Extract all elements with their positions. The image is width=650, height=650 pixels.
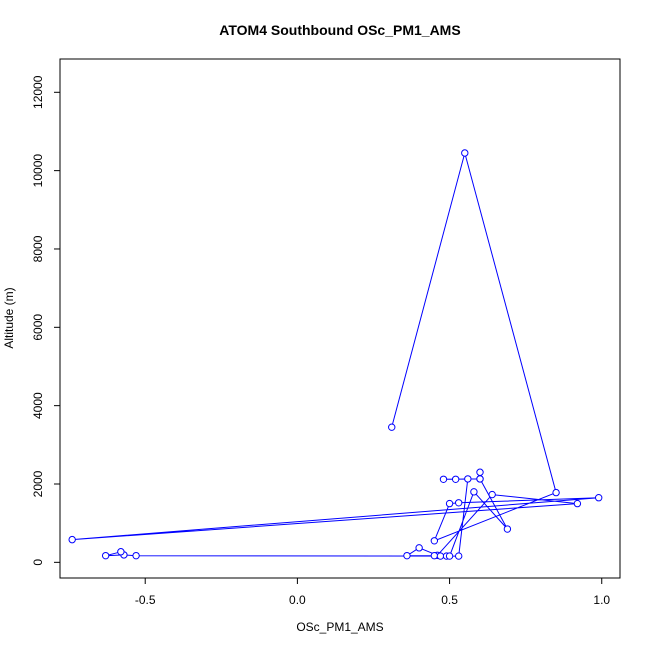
data-point (445, 552, 454, 560)
data-point (454, 552, 463, 560)
data-point (464, 475, 472, 483)
data-point (388, 423, 396, 431)
data-point (132, 551, 140, 560)
data-point (476, 468, 484, 476)
data-point (436, 552, 445, 560)
x-tick-label: 1.0 (593, 593, 610, 607)
data-point (488, 490, 496, 499)
data-point (552, 488, 560, 497)
data-point (594, 494, 603, 502)
data-point (68, 535, 76, 544)
plot-frame (59, 58, 621, 579)
data-point (430, 551, 439, 560)
y-axis: 0 2000 4000 6000 8000 10000 12000 (31, 75, 60, 566)
data-point (430, 537, 439, 545)
y-tick-label: 4000 (31, 392, 45, 419)
series-layer (68, 149, 603, 560)
x-axis-label: OSc_PM1_AMS (296, 620, 383, 634)
data-point (470, 488, 478, 496)
data-point (573, 499, 582, 508)
x-tick-label: -0.5 (135, 593, 156, 607)
data-point (476, 475, 484, 483)
data-point (117, 548, 125, 556)
data-point (503, 525, 512, 533)
x-tick-label: 0.0 (289, 593, 306, 607)
data-point (415, 544, 423, 552)
y-tick-label: 10000 (31, 154, 45, 188)
y-tick-label: 12000 (31, 75, 45, 109)
data-point (101, 551, 110, 560)
data-point (461, 149, 469, 157)
data-point (445, 499, 454, 508)
y-tick-label: 6000 (31, 314, 45, 341)
y-axis-label: Altitude (m) (2, 287, 16, 348)
x-axis: -0.5 0.0 0.5 1.0 (135, 578, 610, 607)
data-point (454, 499, 463, 507)
y-tick-label: 8000 (31, 235, 45, 262)
data-point (403, 551, 411, 560)
data-point (451, 475, 460, 483)
y-tick-label: 0 (31, 559, 45, 566)
x-tick-label: 0.5 (441, 593, 458, 607)
data-point (439, 475, 448, 483)
chart-title: ATOM4 Southbound OSc_PM1_AMS (219, 22, 460, 38)
y-tick-label: 2000 (31, 470, 45, 497)
